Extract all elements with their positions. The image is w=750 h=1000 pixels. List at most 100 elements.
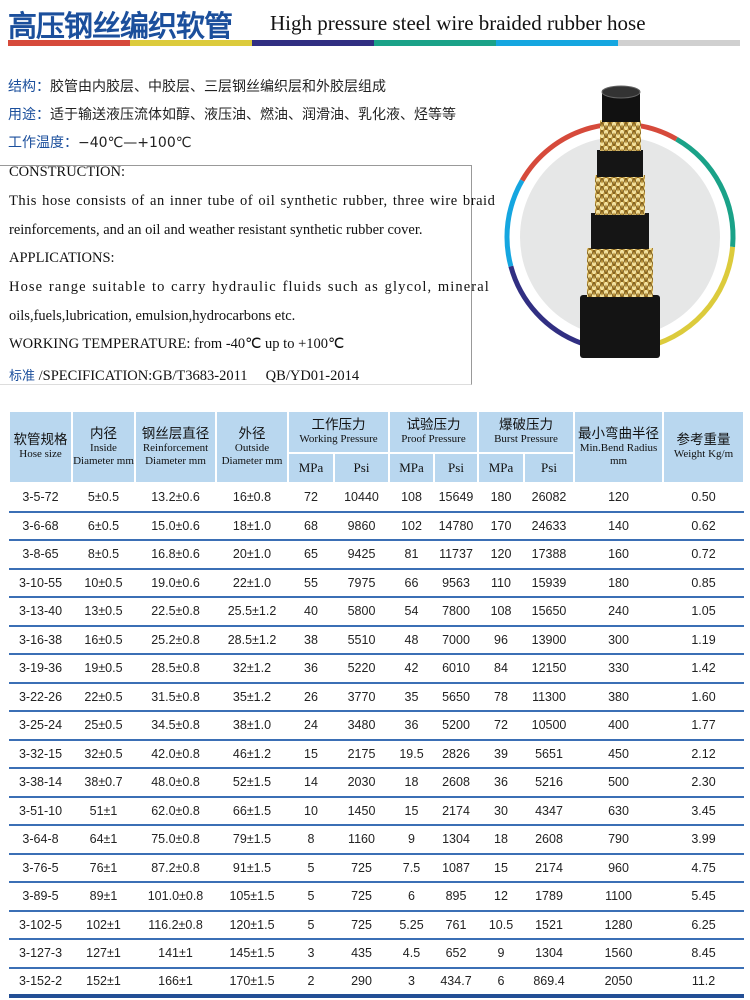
table-cell: 1100 — [574, 882, 664, 912]
table-cell: 62.0±0.8 — [135, 796, 216, 826]
table-row: 3-10-55 10±0.5 19.0±0.6 22±1.0 55 7975 66 9563 1… — [9, 568, 745, 598]
table-row: 3-8-65 8±0.5 16.8±0.6 20±1.0 65 9425 81 11737 12… — [9, 540, 745, 570]
table-cell: 170 — [478, 511, 524, 541]
table-cell: 3-13-40 — [9, 597, 72, 627]
table-cell: 36 — [288, 654, 334, 684]
table-cell: 46±1.2 — [216, 739, 288, 769]
table-cell: 105±1.5 — [216, 882, 288, 912]
table-cell: 13±0.5 — [72, 597, 135, 627]
table-cell: 652 — [434, 939, 478, 969]
table-cell: 38±0.7 — [72, 768, 135, 798]
braid-layer-3 — [587, 248, 653, 297]
tube-opening — [601, 85, 641, 99]
header-cn: 软管规格 — [13, 431, 68, 448]
table-row: 3-51-10 51±1 62.0±0.8 66±1.5 10 1450 15 2174 30 4… — [9, 796, 745, 826]
table-cell: 17388 — [524, 540, 575, 570]
table-cell: 120 — [478, 540, 524, 570]
table-cell: 76±1 — [72, 853, 135, 883]
table-cell: 1450 — [334, 796, 389, 826]
header-en: Min.Bend Radius mm — [579, 442, 658, 467]
table-cell: 51±1 — [72, 796, 135, 826]
table-cell: 152±1 — [72, 967, 135, 998]
specification-line: 标准 /SPECIFICATION:GB/T3683-2011 QB/YD01-… — [9, 365, 359, 385]
table-cell: 400 — [574, 711, 664, 741]
table-cell: 0.50 — [663, 483, 745, 513]
title-chinese: 高压钢丝编织软管 — [8, 9, 233, 43]
color-bar — [8, 40, 740, 46]
rubber-layer-1 — [597, 150, 643, 177]
table-cell: 40 — [288, 597, 334, 627]
applications-line-2: oils,fuels,lubrication, emulsion,hydroca… — [9, 308, 296, 324]
table-cell: 1304 — [434, 825, 478, 855]
table-cell: 960 — [574, 853, 664, 883]
header-cn: 外径 — [238, 425, 266, 442]
table-cell: 3.45 — [663, 796, 745, 826]
table-row: 3-102-5 102±1 116.2±0.8 120±1.5 5 725 5.25 761 1… — [9, 910, 745, 940]
table-cell: 2608 — [434, 768, 478, 798]
table-cell: 3-152-2 — [9, 967, 72, 998]
table-cell: 22.5±0.8 — [135, 597, 216, 627]
table-cell: 2174 — [524, 853, 575, 883]
unit-header: Psi — [522, 452, 576, 484]
table-cell: 10±0.5 — [72, 568, 135, 598]
construction-line-2: reinforcements, and an oil and weather r… — [9, 222, 423, 238]
table-cell: 96 — [478, 625, 524, 655]
unit-header: MPa — [287, 452, 335, 484]
table-cell: 4347 — [524, 796, 575, 826]
table-cell: 15.0±0.6 — [135, 511, 216, 541]
table-cell: 1.60 — [663, 682, 745, 712]
table-cell: 3 — [288, 939, 334, 969]
color-bar-segment — [618, 40, 740, 46]
table-cell: 3-25-24 — [9, 711, 72, 741]
table-cell: 13900 — [524, 625, 575, 655]
usage-text: 适于输送液压流体如醇、液压油、燃油、润滑油、乳化液、烃等等 — [50, 107, 456, 123]
table-cell: 725 — [334, 853, 389, 883]
usage-line: 用途：适于输送液压流体如醇、液压油、燃油、润滑油、乳化液、烃等等 — [8, 104, 456, 124]
table-cell: 3480 — [334, 711, 389, 741]
table-cell: 8±0.5 — [72, 540, 135, 570]
table-cell: 435 — [334, 939, 389, 969]
table-cell: 11.2 — [663, 967, 745, 998]
table-cell: 170±1.5 — [216, 967, 288, 998]
table-cell: 2175 — [334, 739, 389, 769]
table-cell: 54 — [389, 597, 434, 627]
table-cell: 166±1 — [135, 967, 216, 998]
temperature-text: −40℃—+100℃ — [78, 135, 192, 151]
column-header: 内径 Inside Diameter mm — [71, 410, 136, 484]
ring-arc — [504, 179, 525, 267]
table-cell: 1087 — [434, 853, 478, 883]
spec-label-cn: 标准 — [9, 369, 36, 384]
color-bar-segment — [252, 40, 374, 46]
table-cell: 3-51-10 — [9, 796, 72, 826]
header-cn: 爆破压力 — [499, 416, 553, 433]
table-cell: 5.45 — [663, 882, 745, 912]
table-cell: 450 — [574, 739, 664, 769]
table-cell: 7.5 — [389, 853, 434, 883]
applications-line-1: Hose range suitable to carry hydraulic f… — [9, 279, 490, 295]
table-row: 3-76-5 76±1 87.2±0.8 91±1.5 5 725 7.5 1087 15 217… — [9, 853, 745, 883]
table-row: 3-5-72 5±0.5 13.2±0.6 16±0.8 72 10440 108 15649… — [9, 483, 745, 513]
table-cell: 65 — [288, 540, 334, 570]
table-cell: 5 — [288, 853, 334, 883]
table-cell: 3-89-5 — [9, 882, 72, 912]
table-cell: 145±1.5 — [216, 939, 288, 969]
table-cell: 790 — [574, 825, 664, 855]
column-header: 工作压力 Working Pressure — [287, 410, 390, 454]
table-cell: 3-16-38 — [9, 625, 72, 655]
construction-line-1: This hose consists of an inner tube of o… — [9, 193, 496, 209]
table-cell: 89±1 — [72, 882, 135, 912]
ring-arc — [508, 265, 583, 346]
table-cell: 3-19-36 — [9, 654, 72, 684]
table-cell: 3-22-26 — [9, 682, 72, 712]
table-cell: 10 — [288, 796, 334, 826]
table-row: 3-6-68 6±0.5 15.0±0.6 18±1.0 68 9860 102 14780 1… — [9, 511, 745, 541]
table-cell: 25.2±0.8 — [135, 625, 216, 655]
table-cell: 1304 — [524, 939, 575, 969]
unit-header: Psi — [433, 452, 479, 484]
table-cell: 42.0±0.8 — [135, 739, 216, 769]
table-cell: 3-127-3 — [9, 939, 72, 969]
table-cell: 15939 — [524, 568, 575, 598]
table-cell: 0.72 — [663, 540, 745, 570]
table-cell: 725 — [334, 882, 389, 912]
table-cell: 32±0.5 — [72, 739, 135, 769]
